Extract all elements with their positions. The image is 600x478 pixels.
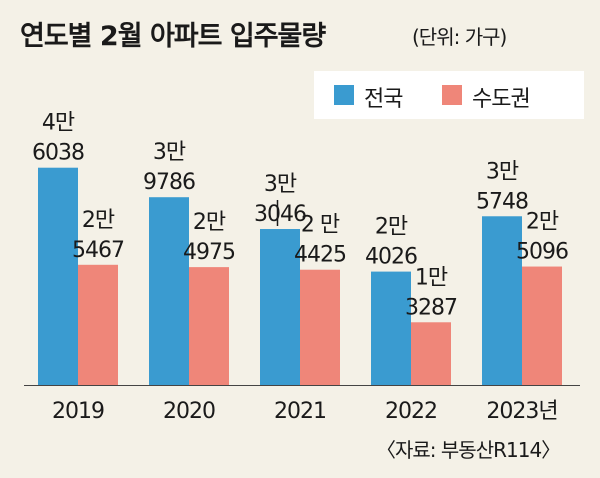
bar-national-2019 (38, 167, 78, 385)
bar-capital-region-2021 (300, 269, 340, 385)
data-label-value: 5096 (516, 240, 568, 265)
bar-capital-region-2023 (522, 266, 562, 385)
data-label-unit: 2만 (193, 210, 226, 235)
bar-capital-region-2019 (78, 264, 118, 385)
bar-national-2020 (149, 197, 189, 385)
unit-note: (단위: 가구) (412, 25, 507, 49)
legend-label-capital-region: 수도권 (472, 87, 531, 112)
data-label-unit: 2만 (526, 210, 559, 235)
bar-capital-region-2020 (189, 267, 229, 385)
data-label-value: 3287 (405, 295, 457, 320)
x-tick-label: 2019 (52, 399, 104, 424)
data-label-value: 6038 (32, 141, 84, 166)
data-label-unit: 2만 (82, 208, 115, 233)
chart-title: 연도별 2월 아파트 입주물량 (20, 21, 326, 52)
data-label-unit: 2 만 (301, 213, 340, 238)
data-label-value: 4975 (183, 240, 235, 265)
bar-national-2022 (371, 271, 411, 385)
legend-swatch-capital-region (442, 85, 462, 105)
x-tick-label: 2021 (274, 399, 326, 424)
legend-label-national: 전국 (364, 87, 403, 112)
legend: 전국 수도권 (314, 71, 584, 119)
data-label-unit: 2만 (375, 215, 408, 240)
data-label-unit: 3만 (486, 159, 519, 184)
data-label-value: 4026 (365, 245, 417, 270)
data-label-unit: 4만 (42, 111, 75, 136)
bar-capital-region-2022 (411, 322, 451, 385)
data-label-value: 5467 (72, 238, 124, 263)
data-label-value: 4425 (294, 243, 346, 268)
x-tick-label: 2023년 (486, 399, 557, 424)
source-note: 〈자료: 부동산R114〉 (376, 438, 561, 462)
data-label-unit: 3만 (264, 172, 297, 197)
bar-national-2023 (482, 216, 522, 385)
data-label-value: 5748 (476, 189, 528, 214)
data-label-value: 9786 (143, 170, 195, 195)
legend-swatch-national (334, 85, 354, 105)
data-label-value: 3046 (254, 202, 306, 227)
x-tick-label: 2022 (385, 399, 437, 424)
bar-national-2021 (260, 229, 300, 385)
x-tick-label: 2020 (163, 399, 215, 424)
data-label-unit: 3만 (153, 140, 186, 165)
data-label-unit: 1만 (415, 265, 448, 290)
